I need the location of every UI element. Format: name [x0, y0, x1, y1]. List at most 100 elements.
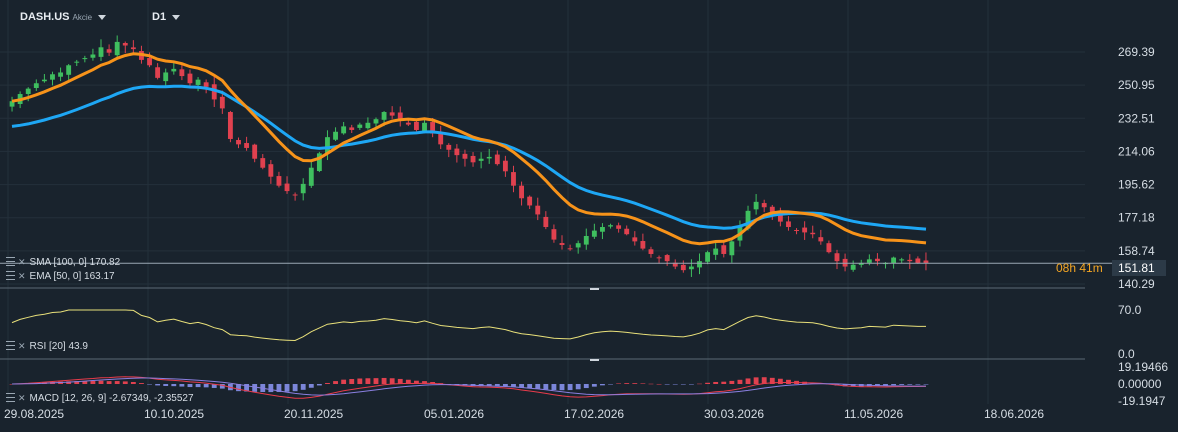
macd-histogram-bar — [349, 379, 355, 384]
candle-body — [195, 79, 201, 85]
close-icon[interactable]: ✕ — [18, 341, 26, 351]
candle-body — [632, 237, 638, 242]
macd-histogram-bar — [316, 383, 322, 386]
candle-body — [567, 248, 573, 250]
candle-body — [850, 264, 856, 270]
candle-body — [430, 122, 436, 134]
macd-histogram-bar — [786, 379, 791, 384]
candle-body — [292, 194, 298, 196]
menu-icon[interactable] — [6, 271, 15, 280]
close-icon[interactable]: ✕ — [18, 257, 26, 267]
candle-body — [907, 259, 913, 262]
macd-histogram-bar — [187, 383, 193, 388]
macd-tick-label: 19.19466 — [1118, 360, 1168, 374]
indicator-sma[interactable]: ✕ SMA [100, 0] 170.82 — [6, 257, 120, 268]
candle-body — [300, 183, 306, 194]
symbol-header[interactable]: DASH.US Akcie — [20, 11, 107, 23]
candle-body — [624, 228, 630, 235]
indicator-ema[interactable]: ✕ EMA [50, 0] 163.17 — [6, 271, 115, 282]
menu-icon[interactable] — [6, 393, 15, 402]
macd-histogram-bar — [130, 381, 136, 384]
candle-body — [147, 58, 152, 66]
candle-body — [794, 229, 799, 231]
candle-body — [591, 230, 597, 237]
time-tick-label: 20.11.2025 — [284, 407, 343, 421]
macd-line — [11, 376, 927, 399]
candle-body — [543, 216, 549, 228]
macd-histogram-bar — [761, 377, 767, 384]
candle-body — [575, 243, 581, 248]
candle-body — [219, 96, 225, 109]
macd-histogram-bar — [535, 383, 541, 389]
candle-body — [802, 227, 808, 233]
menu-icon[interactable] — [6, 257, 15, 266]
sma-line — [11, 84, 927, 231]
candle-body — [114, 41, 120, 56]
macd-histogram-bar — [583, 383, 589, 389]
price-tick-label: 177.18 — [1118, 211, 1155, 225]
macd-histogram-bar — [292, 383, 298, 392]
time-tick-label: 17.02.2026 — [564, 407, 624, 421]
candle-body — [203, 82, 209, 87]
macd-histogram-bar — [551, 383, 557, 390]
candle-body — [842, 258, 848, 267]
macd-histogram-bar — [244, 383, 250, 392]
timeframe-label: D1 — [152, 11, 167, 23]
macd-histogram-bar — [915, 383, 921, 385]
timeframe-selector[interactable]: D1 — [152, 11, 181, 23]
macd-histogram-bar — [591, 383, 597, 387]
chevron-down-icon[interactable] — [172, 14, 181, 20]
macd-histogram-bar — [729, 380, 735, 384]
candle-body — [66, 65, 72, 75]
macd-histogram-bar — [478, 383, 484, 387]
macd-histogram-bar — [527, 383, 533, 389]
macd-histogram-bar — [777, 378, 783, 384]
candle-body — [656, 257, 662, 259]
candle-body — [527, 196, 533, 206]
menu-icon[interactable] — [6, 341, 15, 350]
candle-body — [252, 144, 258, 159]
chevron-down-icon[interactable] — [98, 14, 107, 20]
candle-body — [519, 185, 524, 199]
indicator-macd[interactable]: ✕ MACD [12, 26, 9] -2.67349, -2.35527 — [6, 393, 194, 404]
close-icon[interactable]: ✕ — [18, 393, 26, 403]
macd-histogram-bar — [511, 383, 516, 387]
price-tick-label: 250.95 — [1118, 78, 1155, 92]
rsi-tick-label: 70.0 — [1118, 303, 1142, 317]
candle-body — [357, 124, 363, 128]
ema-line — [11, 52, 927, 246]
macd-histogram-bar — [745, 378, 751, 384]
macd-histogram-bar — [753, 377, 759, 384]
candle-body — [438, 133, 444, 145]
pane-resize-handle — [590, 288, 599, 290]
candle-body — [284, 183, 290, 192]
candle-body — [389, 112, 395, 116]
macd-histogram-bar — [195, 383, 201, 388]
candle-body — [25, 88, 31, 94]
macd-histogram-bar — [688, 383, 694, 385]
candle-body — [333, 131, 338, 140]
close-icon[interactable]: ✕ — [18, 271, 26, 281]
macd-histogram-bar — [664, 383, 670, 385]
candle-body — [316, 153, 322, 172]
candle-body — [349, 127, 355, 130]
candle-body — [268, 164, 274, 177]
time-tick-label: 10.10.2025 — [144, 407, 204, 421]
candle-body — [777, 213, 783, 222]
macd-histogram-bar — [236, 383, 241, 392]
macd-histogram-bar — [567, 383, 573, 391]
candle-body — [341, 126, 347, 134]
candle-body — [600, 227, 605, 232]
macd-histogram-bar — [252, 383, 258, 392]
macd-histogram-bar — [333, 381, 338, 384]
candle-body — [397, 112, 403, 121]
candle-body — [502, 160, 508, 172]
candle-body — [106, 49, 112, 53]
candle-body — [211, 84, 217, 100]
macd-histogram-bar — [90, 380, 96, 384]
candle-body — [478, 158, 484, 161]
indicator-rsi[interactable]: ✕ RSI [20] 43.9 — [6, 341, 88, 352]
candle-body — [915, 258, 921, 263]
macd-histogram-bar — [608, 383, 613, 385]
